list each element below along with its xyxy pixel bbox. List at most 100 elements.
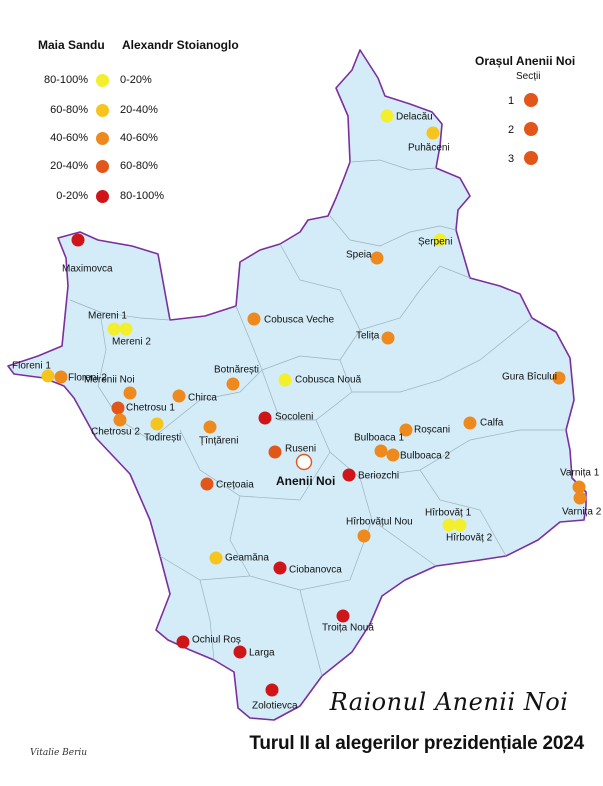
village-label: Larga bbox=[249, 647, 275, 659]
legend-stoianoglo-range: 40-60% bbox=[120, 132, 158, 144]
village-label: Puhăceni bbox=[408, 142, 450, 154]
village-marker[interactable] bbox=[123, 386, 137, 400]
city-legend-subtitle: Secții bbox=[516, 71, 541, 82]
district-boundary bbox=[7, 49, 587, 721]
village-marker[interactable] bbox=[71, 233, 85, 247]
village-marker[interactable] bbox=[386, 448, 400, 462]
author-signature: Vitalie Beriu bbox=[30, 748, 88, 758]
city-legend-label: 3 bbox=[508, 153, 515, 165]
legend-color-swatch bbox=[96, 160, 109, 173]
village-marker[interactable] bbox=[41, 369, 55, 383]
village-label: Floreni 1 bbox=[12, 360, 51, 372]
village-label: Telița bbox=[356, 330, 380, 342]
village-label: Todirești bbox=[144, 432, 182, 444]
village-label: Floreni 2 bbox=[68, 372, 107, 384]
legend-stoianoglo-range: 20-40% bbox=[120, 104, 158, 116]
village-label: Troița Nouă bbox=[322, 622, 374, 634]
village-label: Chetrosu 1 bbox=[126, 402, 175, 414]
village-label: Chetrosu 2 bbox=[91, 426, 140, 438]
village-marker[interactable] bbox=[268, 445, 282, 459]
village-label: Speia bbox=[346, 249, 372, 261]
village-marker[interactable] bbox=[573, 491, 587, 505]
legend-stoianoglo-range: 60-80% bbox=[120, 160, 158, 172]
legend-sandu-range: 20-40% bbox=[50, 160, 88, 172]
village-label: Geamăna bbox=[225, 552, 269, 564]
internal-borders bbox=[69, 159, 566, 677]
village-label: Botnărești bbox=[214, 364, 260, 376]
village-marker[interactable] bbox=[357, 529, 371, 543]
legend-color-swatch bbox=[96, 132, 109, 145]
village-label: Maximovca bbox=[62, 263, 113, 275]
city-legend-label: 2 bbox=[508, 124, 515, 136]
village-marker[interactable] bbox=[572, 480, 586, 494]
village-marker[interactable] bbox=[113, 413, 127, 427]
village-label: Bulboaca 2 bbox=[400, 450, 451, 462]
legend-color-swatch bbox=[96, 190, 109, 203]
village-marker[interactable] bbox=[209, 551, 223, 565]
village-label: Socoleni bbox=[275, 411, 314, 423]
village-marker[interactable] bbox=[426, 126, 440, 140]
village-label: Varnița 2 bbox=[562, 506, 602, 518]
village-label: Roșcani bbox=[414, 424, 451, 436]
map-title-script: Raionul Anenii Noi bbox=[329, 688, 569, 716]
village-marker[interactable] bbox=[552, 371, 566, 385]
village-label: Țînțăreni bbox=[199, 435, 239, 447]
village-marker[interactable] bbox=[111, 401, 125, 415]
village-label: Hîrbovăț 1 bbox=[425, 507, 472, 519]
village-marker[interactable] bbox=[265, 683, 279, 697]
village-marker[interactable] bbox=[258, 411, 272, 425]
village-marker[interactable] bbox=[247, 312, 261, 326]
village-label: Ciobanovca bbox=[289, 564, 342, 576]
village-marker[interactable] bbox=[336, 609, 350, 623]
village-label: Merenii Noi bbox=[84, 374, 135, 386]
village-label: Hîrbovăț 2 bbox=[446, 532, 493, 544]
village-marker[interactable] bbox=[433, 233, 447, 247]
village-marker[interactable] bbox=[172, 389, 186, 403]
village-label: Calfa bbox=[480, 417, 504, 429]
village-label: Cobusca Nouă bbox=[295, 374, 362, 386]
village-marker[interactable] bbox=[176, 635, 190, 649]
village-marker[interactable] bbox=[278, 373, 292, 387]
village-label: Ruseni bbox=[285, 443, 317, 455]
village-label: Delacău bbox=[396, 111, 433, 123]
village-marker[interactable] bbox=[463, 416, 477, 430]
city-legend-swatch bbox=[524, 151, 538, 165]
village-marker[interactable] bbox=[273, 561, 287, 575]
map-title: Turul II al alegerilor prezidențiale 202… bbox=[249, 733, 584, 754]
legend-header-stoianoglo: Alexandr Stoianoglo bbox=[122, 38, 239, 52]
city-legend-label: 1 bbox=[508, 95, 515, 107]
village-marker[interactable] bbox=[203, 420, 217, 434]
village-marker[interactable] bbox=[453, 518, 467, 532]
village-label: Zolotievca bbox=[252, 700, 298, 712]
city-legend-swatch bbox=[524, 122, 538, 136]
village-label: Chirca bbox=[188, 392, 217, 404]
village-marker[interactable] bbox=[119, 322, 133, 336]
village-label: Hîrbovățul Nou bbox=[346, 516, 413, 528]
village-marker[interactable] bbox=[381, 331, 395, 345]
village-marker[interactable] bbox=[370, 251, 384, 265]
village-label: Cobusca Veche bbox=[264, 314, 335, 326]
village-markers bbox=[41, 109, 587, 697]
village-marker[interactable] bbox=[226, 377, 240, 391]
village-marker[interactable] bbox=[107, 322, 121, 336]
village-label: Gura Bîcului bbox=[502, 371, 558, 383]
village-marker[interactable] bbox=[399, 423, 413, 437]
anenii-noi-city-marker[interactable] bbox=[295, 453, 313, 471]
legend-color-swatch bbox=[96, 74, 109, 87]
village-marker[interactable] bbox=[374, 444, 388, 458]
legend-stoianoglo-range: 0-20% bbox=[120, 74, 152, 86]
village-marker[interactable] bbox=[342, 468, 356, 482]
legend-color-swatch bbox=[96, 104, 109, 117]
village-marker[interactable] bbox=[442, 518, 456, 532]
village-marker[interactable] bbox=[233, 645, 247, 659]
village-label: Varnița 1 bbox=[560, 467, 600, 479]
city-legend-swatch bbox=[524, 93, 538, 107]
village-marker[interactable] bbox=[200, 477, 214, 491]
village-marker[interactable] bbox=[150, 417, 164, 431]
village-marker[interactable] bbox=[54, 370, 68, 384]
legend-sandu-range: 40-60% bbox=[50, 132, 88, 144]
village-marker[interactable] bbox=[380, 109, 394, 123]
village-label: Mereni 1 bbox=[88, 310, 127, 322]
